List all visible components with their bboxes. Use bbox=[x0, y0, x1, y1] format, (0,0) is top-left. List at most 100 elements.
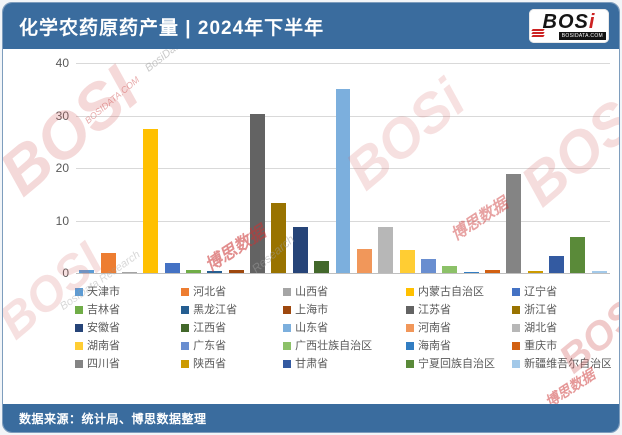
legend-swatch-icon bbox=[512, 324, 521, 332]
legend-label: 辽宁省 bbox=[524, 286, 558, 298]
bar-slot bbox=[226, 63, 247, 273]
legend-swatch-icon bbox=[75, 342, 83, 350]
legend-label: 湖北省 bbox=[524, 322, 558, 334]
bar-浙江省 bbox=[271, 203, 287, 273]
bar-上海市 bbox=[228, 269, 244, 273]
x-axis-line bbox=[76, 273, 610, 274]
legend-item: 江西省 bbox=[181, 320, 283, 336]
bar-slot bbox=[439, 63, 460, 273]
legend-swatch-icon bbox=[283, 324, 292, 332]
bar-湖南省 bbox=[399, 250, 415, 273]
legend-label: 新疆维吾尔自治区 bbox=[524, 358, 611, 370]
logo-domain-label: BOSIDATA.COM bbox=[558, 32, 606, 40]
legend-swatch-icon bbox=[181, 360, 190, 368]
bar-slot bbox=[204, 63, 225, 273]
legend-swatch-icon bbox=[181, 306, 190, 314]
bar-slot bbox=[375, 63, 396, 273]
bar-新疆维吾尔自治区 bbox=[591, 271, 607, 273]
legend-item: 上海市 bbox=[283, 302, 406, 318]
bar-天津市 bbox=[79, 269, 95, 273]
bar-重庆市 bbox=[485, 270, 500, 273]
y-tick-label: 10 bbox=[55, 213, 69, 228]
bar-slot bbox=[460, 63, 481, 273]
legend-swatch-icon bbox=[405, 306, 414, 314]
legend-label: 内蒙古自治区 bbox=[417, 286, 484, 298]
legend-swatch-icon bbox=[405, 342, 414, 350]
footer-bar: 数据来源：统计局、博思数据整理 bbox=[3, 404, 619, 432]
header-bar: 化学农药原药产量 | 2024年下半年 BOSi BOSIDATA.COM bbox=[3, 3, 619, 49]
legend-item: 内蒙古自治区 bbox=[405, 284, 512, 300]
bar-海南省 bbox=[463, 271, 479, 273]
legend-swatch-icon bbox=[283, 288, 292, 296]
legend-item: 河南省 bbox=[405, 320, 512, 336]
legend-label: 河南省 bbox=[417, 322, 451, 334]
legend-item: 河北省 bbox=[181, 284, 283, 300]
legend-label: 重庆市 bbox=[524, 340, 558, 352]
legend-swatch-icon bbox=[512, 342, 521, 350]
bar-slot bbox=[418, 63, 439, 273]
legend-swatch-icon bbox=[512, 360, 521, 368]
legend-item: 新疆维吾尔自治区 bbox=[512, 356, 611, 372]
legend-label: 广东省 bbox=[193, 340, 227, 352]
y-tick-label: 30 bbox=[55, 108, 69, 123]
chart-legend: 天津市 河北省 山西省 内蒙古自治区 辽宁省吉林省 黑龙江省 上海市 江苏省 浙江省安徽省 江西省… bbox=[75, 284, 611, 372]
bar-甘肃省 bbox=[549, 255, 565, 273]
bar-辽宁省 bbox=[164, 263, 180, 273]
legend-swatch-icon bbox=[405, 324, 414, 332]
legend-label: 海南省 bbox=[417, 340, 451, 352]
bar-河南省 bbox=[356, 249, 372, 273]
bar-安徽省 bbox=[292, 226, 308, 273]
bar-slot bbox=[119, 63, 140, 273]
legend-swatch-icon bbox=[181, 324, 190, 332]
legend-swatch-icon bbox=[405, 288, 414, 296]
legend-item: 海南省 bbox=[405, 338, 512, 354]
legend-swatch-icon bbox=[181, 342, 190, 350]
legend-label: 甘肃省 bbox=[295, 358, 329, 370]
bar-slot bbox=[396, 63, 417, 273]
bar-山东省 bbox=[335, 89, 351, 273]
bars-container bbox=[76, 63, 610, 273]
legend-label: 吉林省 bbox=[87, 304, 120, 316]
legend-label: 安徽省 bbox=[87, 322, 120, 334]
legend-item: 天津市 bbox=[75, 284, 181, 300]
legend-item: 陕西省 bbox=[181, 356, 283, 372]
legend-swatch-icon bbox=[283, 342, 292, 350]
legend-label: 黑龙江省 bbox=[193, 304, 238, 316]
legend-item: 浙江省 bbox=[512, 302, 611, 318]
bar-slot bbox=[589, 63, 610, 273]
legend-swatch-icon bbox=[512, 306, 521, 314]
legend-label: 广西壮族自治区 bbox=[295, 340, 373, 352]
bar-slot bbox=[268, 63, 289, 273]
bar-slot bbox=[546, 63, 567, 273]
bar-山西省 bbox=[121, 271, 137, 273]
bar-广东省 bbox=[420, 259, 436, 273]
legend-swatch-icon bbox=[283, 360, 292, 368]
bar-slot bbox=[311, 63, 332, 273]
y-axis-labels: 0 10 20 30 40 bbox=[3, 56, 69, 280]
legend-label: 河北省 bbox=[193, 286, 227, 298]
legend-item: 广西壮族自治区 bbox=[283, 338, 406, 354]
bar-slot bbox=[290, 63, 311, 273]
bar-四川省 bbox=[506, 174, 522, 273]
bar-slot bbox=[161, 63, 182, 273]
legend-label: 浙江省 bbox=[524, 304, 558, 316]
legend-label: 湖南省 bbox=[87, 340, 120, 352]
legend-item: 辽宁省 bbox=[512, 284, 611, 300]
bar-陕西省 bbox=[527, 271, 543, 273]
legend-item: 山西省 bbox=[283, 284, 406, 300]
bar-slot bbox=[332, 63, 353, 273]
legend-label: 江苏省 bbox=[417, 304, 451, 316]
legend-swatch-icon bbox=[75, 288, 83, 296]
legend-item: 四川省 bbox=[75, 356, 181, 372]
legend-swatch-icon bbox=[75, 306, 83, 314]
bar-slot bbox=[247, 63, 268, 273]
bar-slot bbox=[140, 63, 161, 273]
bar-slot bbox=[76, 63, 97, 273]
plot-area bbox=[76, 63, 610, 274]
legend-label: 上海市 bbox=[295, 304, 329, 316]
legend-label: 山西省 bbox=[295, 286, 329, 298]
bar-内蒙古自治区 bbox=[143, 128, 159, 273]
bar-slot bbox=[482, 63, 503, 273]
data-source-label: 数据来源：统计局、博思数据整理 bbox=[19, 411, 207, 426]
